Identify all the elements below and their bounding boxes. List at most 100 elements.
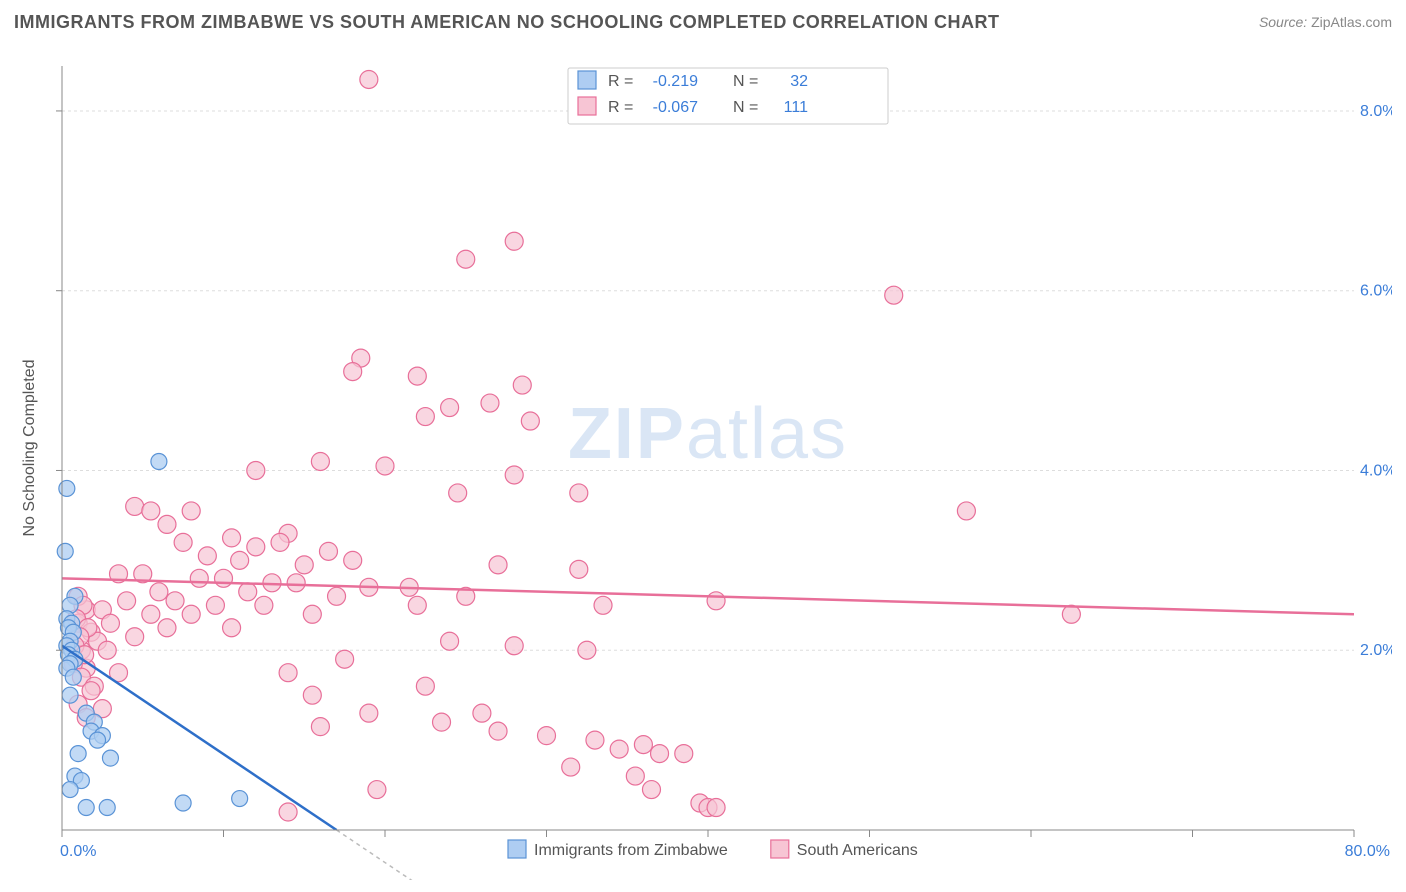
data-point <box>505 466 523 484</box>
data-point <box>368 781 386 799</box>
scatter-chart: 2.0%4.0%6.0%8.0%ZIPatlas0.0%80.0%No Scho… <box>14 50 1392 880</box>
data-point <box>449 484 467 502</box>
data-point <box>344 363 362 381</box>
data-point <box>319 542 337 560</box>
stats-r-label: R = <box>608 99 633 116</box>
data-point <box>433 713 451 731</box>
data-point <box>586 731 604 749</box>
data-point <box>232 791 248 807</box>
data-point <box>174 533 192 551</box>
data-point <box>98 641 116 659</box>
data-point <box>166 592 184 610</box>
legend-label: South Americans <box>797 842 918 859</box>
data-point <box>287 574 305 592</box>
data-point <box>594 596 612 614</box>
data-point <box>62 687 78 703</box>
stats-r-value: -0.219 <box>653 73 698 90</box>
data-point <box>59 480 75 496</box>
data-point <box>521 412 539 430</box>
data-point <box>344 551 362 569</box>
data-point <box>182 502 200 520</box>
data-point <box>489 556 507 574</box>
data-point <box>175 795 191 811</box>
stats-n-value: 32 <box>790 73 808 90</box>
data-point <box>126 497 144 515</box>
data-point <box>90 732 106 748</box>
chart-header: IMMIGRANTS FROM ZIMBABWE VS SOUTH AMERIC… <box>14 12 1392 42</box>
data-point <box>247 538 265 556</box>
data-point <box>634 736 652 754</box>
data-point <box>513 376 531 394</box>
data-point <box>65 669 81 685</box>
data-point <box>360 704 378 722</box>
data-point <box>336 650 354 668</box>
y-axis-title: No Schooling Completed <box>21 360 38 537</box>
data-point <box>457 250 475 268</box>
x-tick-label: 80.0% <box>1345 843 1390 860</box>
stats-n-label: N = <box>733 99 758 116</box>
data-point <box>279 803 297 821</box>
data-point <box>311 718 329 736</box>
data-point <box>505 637 523 655</box>
data-point <box>311 452 329 470</box>
data-point <box>303 605 321 623</box>
stats-n-label: N = <box>733 73 758 90</box>
data-point <box>158 619 176 637</box>
y-tick-label: 8.0% <box>1360 103 1392 120</box>
chart-title: IMMIGRANTS FROM ZIMBABWE VS SOUTH AMERIC… <box>14 12 999 32</box>
data-point <box>142 605 160 623</box>
legend-swatch <box>771 840 789 858</box>
legend-swatch <box>508 840 526 858</box>
data-point <box>360 70 378 88</box>
data-point <box>190 569 208 587</box>
data-point <box>675 745 693 763</box>
data-point <box>150 583 168 601</box>
data-point <box>570 484 588 502</box>
data-point <box>223 529 241 547</box>
data-point <box>562 758 580 776</box>
data-point <box>295 556 313 574</box>
data-point <box>78 800 94 816</box>
y-tick-label: 4.0% <box>1360 462 1392 479</box>
data-point <box>707 592 725 610</box>
data-point <box>642 781 660 799</box>
data-point <box>118 592 136 610</box>
data-point <box>142 502 160 520</box>
data-point <box>416 408 434 426</box>
data-point <box>279 664 297 682</box>
data-point <box>126 628 144 646</box>
data-point <box>578 641 596 659</box>
data-point <box>62 782 78 798</box>
stats-n-value: 111 <box>784 99 808 116</box>
data-point <box>223 619 241 637</box>
data-point <box>151 453 167 469</box>
data-point <box>538 727 556 745</box>
source-link[interactable]: ZipAtlas.com <box>1311 14 1392 30</box>
data-point <box>441 399 459 417</box>
y-tick-label: 2.0% <box>1360 642 1392 659</box>
stats-r-label: R = <box>608 73 633 90</box>
data-point <box>481 394 499 412</box>
source-label: Source: <box>1259 14 1307 30</box>
watermark: ZIPatlas <box>568 394 848 474</box>
data-point <box>102 750 118 766</box>
source-attribution: Source: ZipAtlas.com <box>1259 14 1392 30</box>
data-point <box>231 551 249 569</box>
data-point <box>1062 605 1080 623</box>
data-point <box>707 799 725 817</box>
data-point <box>158 515 176 533</box>
data-point <box>255 596 273 614</box>
legend-label: Immigrants from Zimbabwe <box>534 842 728 859</box>
data-point <box>957 502 975 520</box>
data-point <box>408 596 426 614</box>
data-point <box>247 461 265 479</box>
data-point <box>215 569 233 587</box>
data-point <box>610 740 628 758</box>
data-point <box>57 543 73 559</box>
data-point <box>328 587 346 605</box>
data-point <box>505 232 523 250</box>
trend-extension <box>337 830 418 880</box>
data-point <box>885 286 903 304</box>
data-point <box>198 547 216 565</box>
data-point <box>441 632 459 650</box>
